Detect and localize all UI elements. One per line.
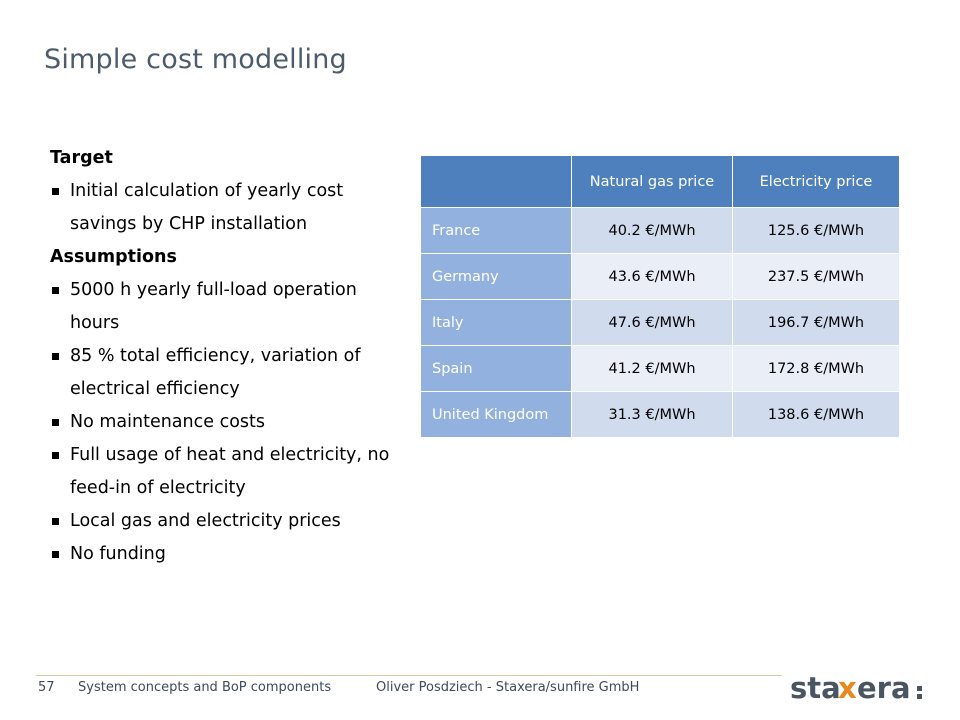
table-row: Germany 43.6 €/MWh 237.5 €/MWh — [421, 254, 900, 300]
gas-price-cell: 31.3 €/MWh — [572, 392, 733, 438]
square-bullet-icon — [52, 419, 59, 426]
content-list: Target Initial calculation of yearly cos… — [50, 142, 400, 571]
table-row: Spain 41.2 €/MWh 172.8 €/MWh — [421, 346, 900, 392]
gas-price-cell: 40.2 €/MWh — [572, 208, 733, 254]
footer-author: Oliver Posdziech - Staxera/sunfire GmbH — [376, 680, 640, 695]
logo-text-era: era — [857, 671, 911, 705]
electricity-price-cell: 237.5 €/MWh — [733, 254, 900, 300]
bullet-item: No funding — [50, 538, 400, 571]
electricity-price-cell: 172.8 €/MWh — [733, 346, 900, 392]
logo-dot-icon — [917, 694, 922, 699]
bullet-item: No maintenance costs — [50, 406, 400, 439]
country-cell: France — [421, 208, 572, 254]
square-bullet-icon — [52, 353, 59, 360]
bullet-item: Full usage of heat and electricity, no f… — [50, 439, 400, 505]
gas-price-cell: 47.6 €/MWh — [572, 300, 733, 346]
gas-price-cell: 41.2 €/MWh — [572, 346, 733, 392]
footer-divider — [36, 675, 782, 676]
slide-title: Simple cost modelling — [44, 44, 347, 75]
assumptions-heading: Assumptions — [50, 247, 177, 267]
bullet-item: Local gas and electricity prices — [50, 505, 400, 538]
target-heading: Target — [50, 148, 113, 168]
country-cell: Germany — [421, 254, 572, 300]
logo-text-sta: sta — [790, 671, 841, 705]
logo-text-x: x — [838, 671, 857, 705]
bullet-text: 5000 h yearly full-load operation hours — [70, 280, 357, 333]
bullet-item: 85 % total efficiency, variation of elec… — [50, 340, 400, 406]
country-cell: Spain — [421, 346, 572, 392]
electricity-price-cell: 196.7 €/MWh — [733, 300, 900, 346]
price-table: Natural gas price Electricity price Fran… — [421, 156, 900, 438]
bullet-text: 85 % total efficiency, variation of elec… — [70, 346, 361, 399]
footer-section: System concepts and BoP components — [78, 680, 332, 695]
bullet-text: Full usage of heat and electricity, no f… — [70, 445, 390, 498]
square-bullet-icon — [52, 518, 59, 525]
country-cell: United Kingdom — [421, 392, 572, 438]
logo-dot-icon — [917, 686, 922, 691]
bullet-text: No funding — [70, 544, 166, 564]
bullet-item: Initial calculation of yearly cost savin… — [50, 175, 400, 241]
country-cell: Italy — [421, 300, 572, 346]
header-natural-gas-price: Natural gas price — [572, 156, 733, 208]
header-electricity-price: Electricity price — [733, 156, 900, 208]
electricity-price-cell: 138.6 €/MWh — [733, 392, 900, 438]
staxera-logo: sta x era — [790, 668, 940, 708]
table-row: France 40.2 €/MWh 125.6 €/MWh — [421, 208, 900, 254]
table-header-corner — [421, 156, 572, 208]
electricity-price-cell: 125.6 €/MWh — [733, 208, 900, 254]
table-header-row: Natural gas price Electricity price — [421, 156, 900, 208]
page-number: 57 — [38, 680, 55, 695]
gas-price-cell: 43.6 €/MWh — [572, 254, 733, 300]
staxera-logo-mark: sta x era — [790, 671, 922, 705]
square-bullet-icon — [52, 188, 59, 195]
bullet-item: 5000 h yearly full-load operation hours — [50, 274, 400, 340]
bullet-text: Initial calculation of yearly cost savin… — [70, 181, 344, 234]
bullet-text: No maintenance costs — [70, 412, 265, 432]
bullet-text: Local gas and electricity prices — [70, 511, 341, 531]
table-row: United Kingdom 31.3 €/MWh 138.6 €/MWh — [421, 392, 900, 438]
square-bullet-icon — [52, 287, 59, 294]
square-bullet-icon — [52, 452, 59, 459]
table-row: Italy 47.6 €/MWh 196.7 €/MWh — [421, 300, 900, 346]
square-bullet-icon — [52, 551, 59, 558]
